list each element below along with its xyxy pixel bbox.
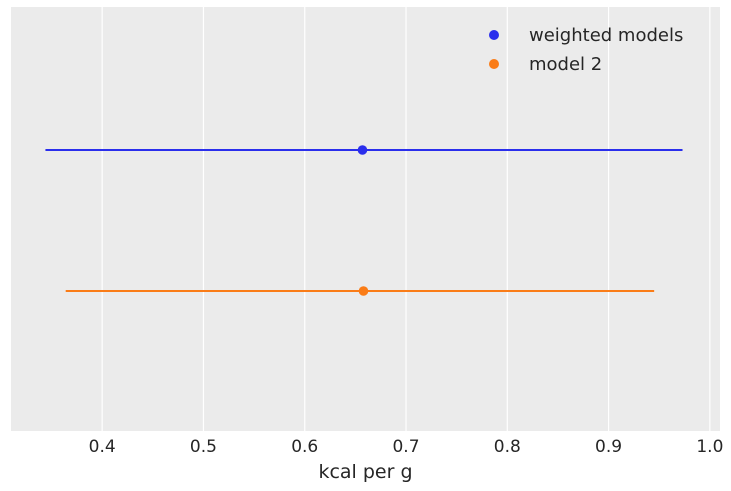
x-tick-label: 0.4 [89, 437, 116, 457]
legend-label: weighted models [529, 25, 683, 46]
legend-marker [489, 30, 499, 40]
x-tick-label: 1.0 [696, 437, 723, 457]
x-tick-label: 0.8 [494, 437, 521, 457]
series-group [45, 145, 683, 296]
x-tick-label: 0.7 [392, 437, 419, 457]
x-tick-label: 0.9 [595, 437, 622, 457]
x-tick-label: 0.5 [190, 437, 217, 457]
x-tick-label: 0.6 [291, 437, 318, 457]
gridlines [101, 7, 711, 431]
legend: weighted models model 2 [489, 25, 683, 75]
legend-marker [489, 59, 499, 69]
x-axis-label: kcal per g [318, 461, 412, 483]
plot-background [11, 7, 720, 431]
legend-label: model 2 [529, 54, 602, 75]
x-tick-labels: 0.4 0.5 0.6 0.7 0.8 0.9 1.0 [89, 437, 724, 457]
mean-point [357, 145, 368, 155]
mean-point [358, 286, 369, 296]
